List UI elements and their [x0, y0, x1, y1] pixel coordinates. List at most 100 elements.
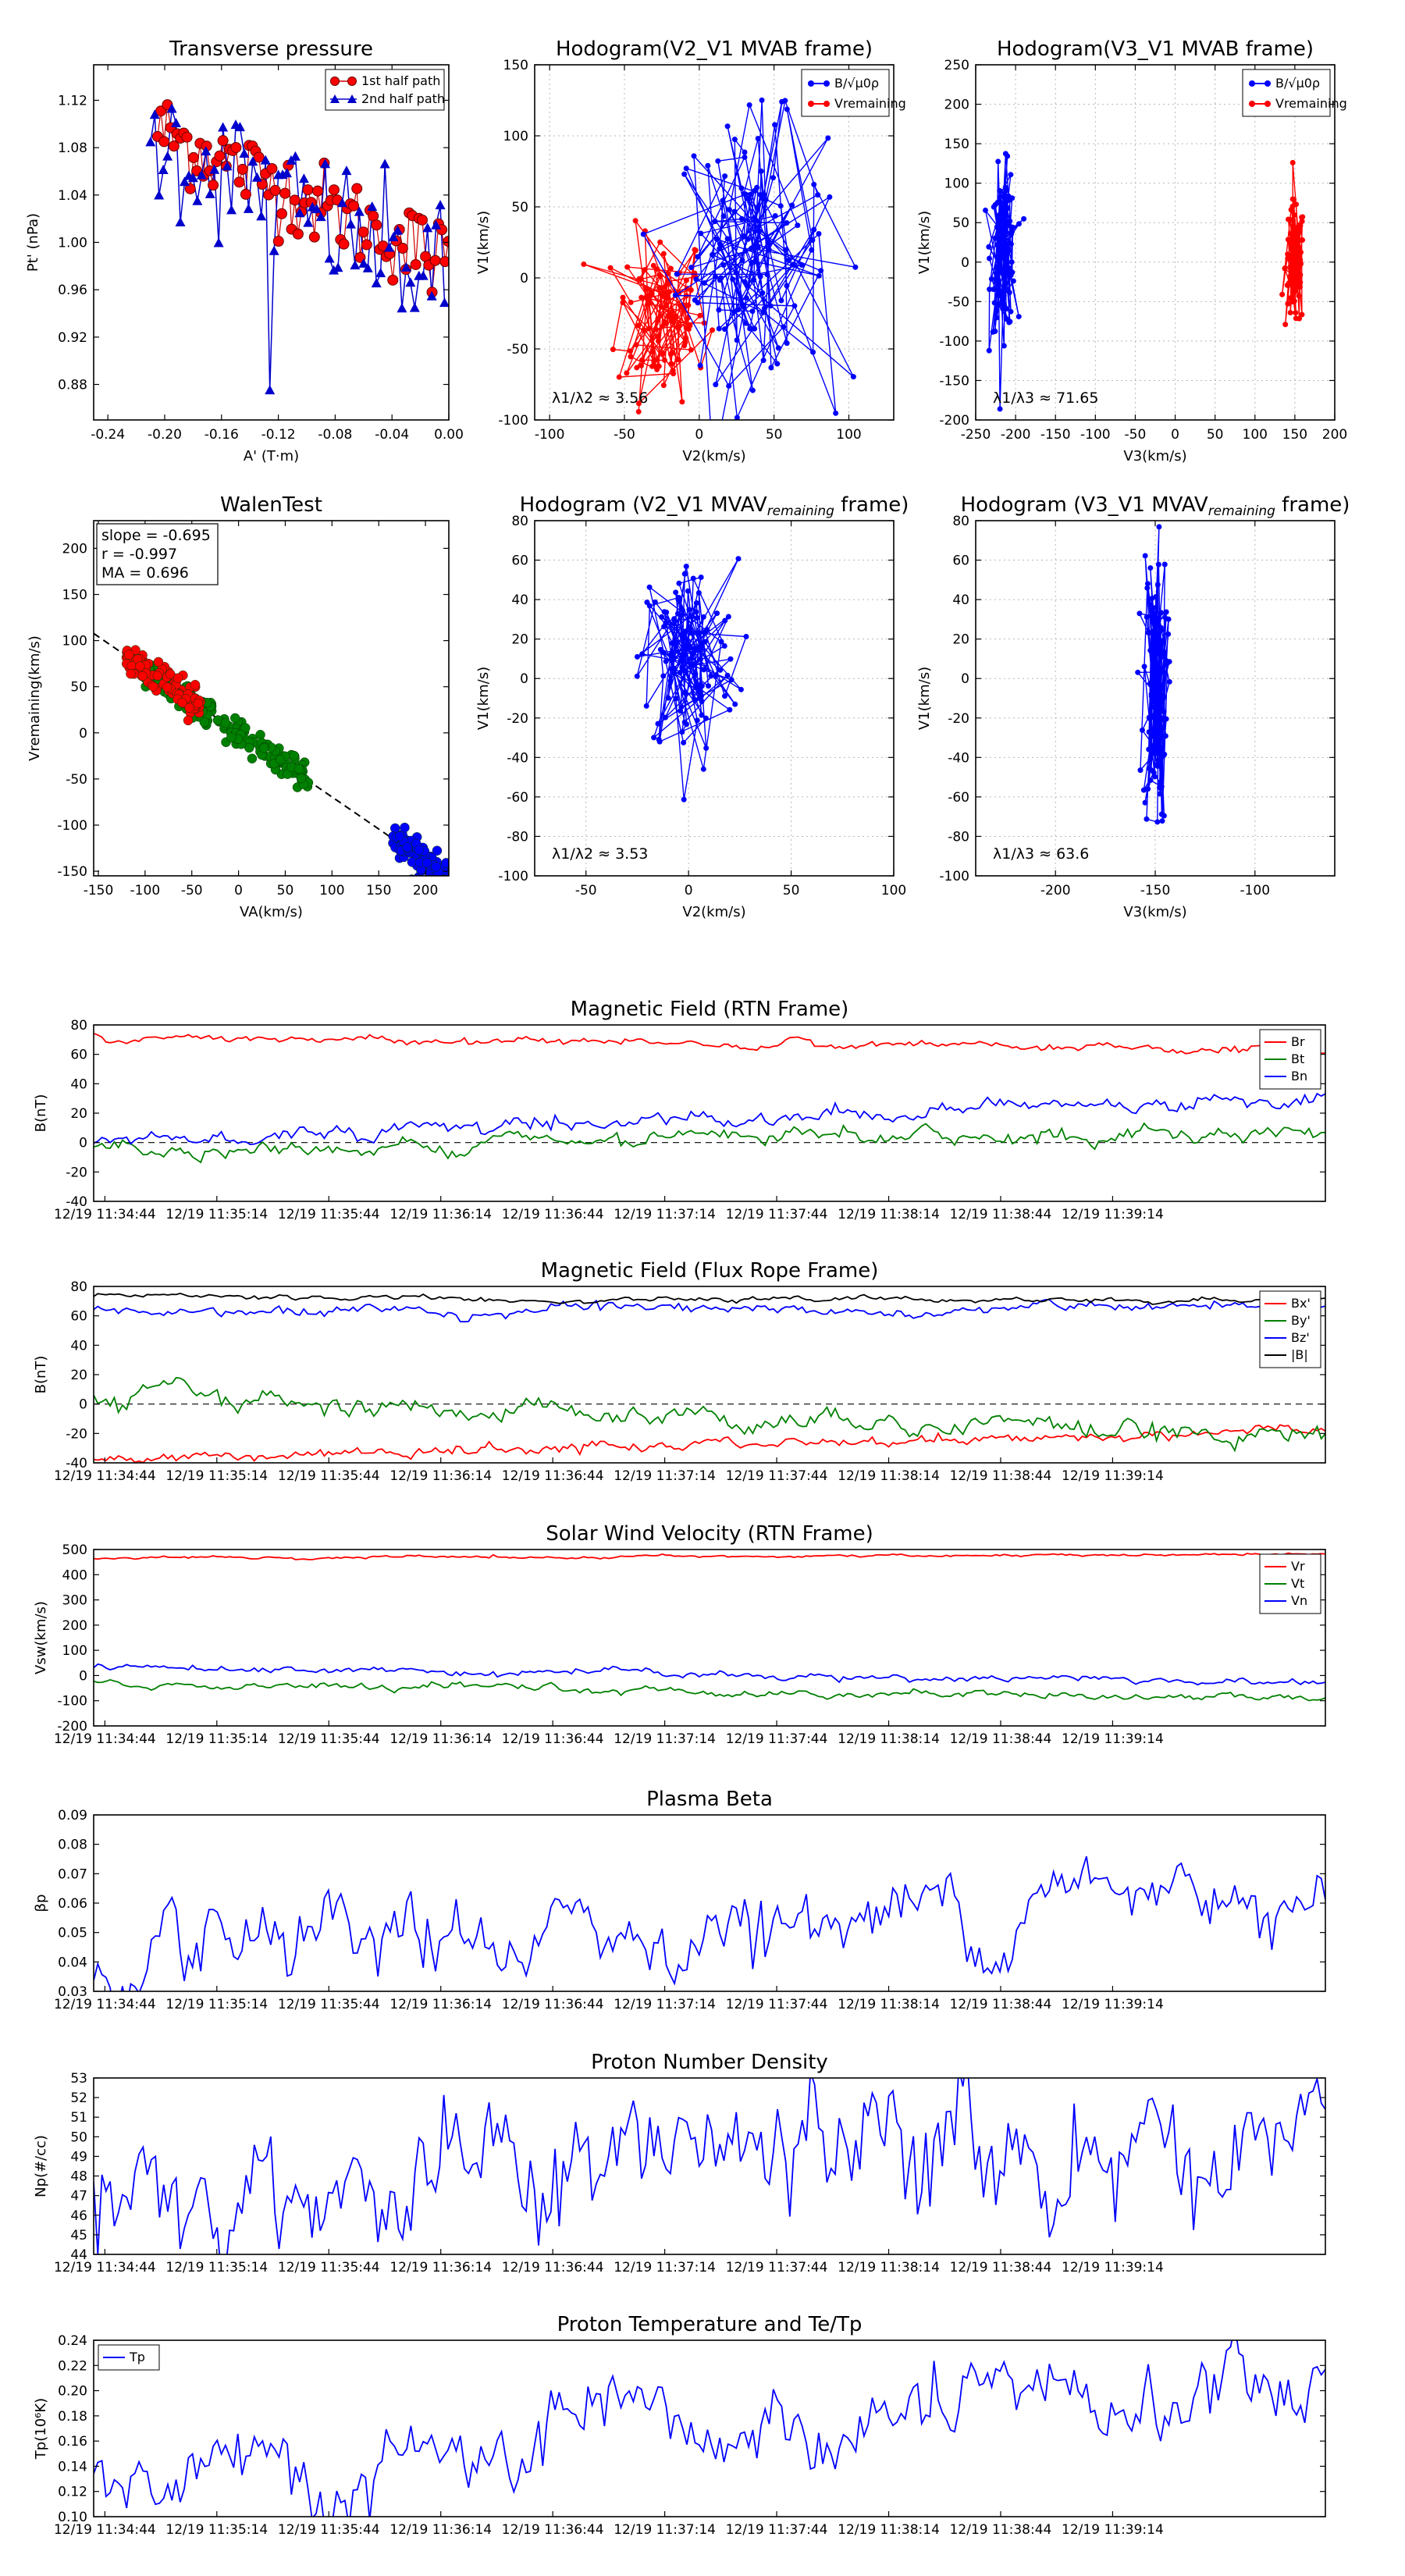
- y-tick-label: 52: [70, 2090, 87, 2106]
- hodogram-point: [763, 197, 769, 203]
- y-tick-label: 0: [520, 271, 528, 286]
- y-axis-label: Vremaining(km/s): [27, 635, 43, 761]
- series-line: [94, 1092, 1325, 1146]
- hodogram-point: [718, 275, 724, 281]
- axes-frame: [975, 64, 1336, 421]
- y-tick-label: 0: [961, 255, 969, 271]
- hodogram-point: [1159, 818, 1165, 824]
- hodogram-point: [679, 607, 685, 614]
- hodogram-point: [772, 122, 778, 128]
- y-tick-label: 49: [70, 2149, 87, 2165]
- walen-blue-point: [438, 881, 447, 890]
- hodogram-point: [743, 295, 749, 301]
- hodogram-mvab-v3v1-panel: Hodogram(V3_V1 MVAB frame) -200 -150 -100 -5…: [916, 37, 1347, 464]
- hodogram-point: [850, 374, 856, 380]
- x-tick-label: -150: [1140, 883, 1171, 898]
- y-tick-label: 0.20: [58, 2384, 87, 2400]
- hodogram-point: [1150, 676, 1156, 682]
- hodogram-point: [738, 185, 745, 191]
- first-half-point: [308, 231, 320, 243]
- y-tick-label: 0.14: [58, 2459, 87, 2475]
- hodogram-point: [679, 729, 685, 735]
- y-tick-label: 60: [511, 553, 528, 569]
- walen-green-point: [258, 743, 269, 753]
- x-tick-label: -50: [614, 427, 635, 443]
- y-axis-label: V1(km/s): [916, 667, 933, 730]
- hodogram-point: [994, 315, 1000, 321]
- hodogram-point: [726, 382, 732, 389]
- hodogram-point: [1145, 786, 1151, 792]
- hodogram-point: [698, 574, 704, 580]
- hodogram-point: [998, 208, 1005, 214]
- first-half-point: [230, 141, 242, 153]
- y-tick-label: 250: [944, 58, 969, 73]
- y-tick-label: -150: [939, 373, 969, 389]
- first-half-point: [368, 210, 379, 222]
- y-tick-label: 53: [70, 2071, 87, 2087]
- hodogram-point: [997, 262, 1003, 269]
- second-half-point: [350, 260, 361, 270]
- hodogram-point: [1153, 708, 1159, 714]
- hodogram-point: [998, 194, 1004, 200]
- hodogram-point: [1288, 207, 1294, 213]
- time-tick-label: 12/19 11:36:44: [502, 2260, 604, 2275]
- hodogram-point: [701, 667, 707, 673]
- hodogram-point: [1285, 216, 1291, 222]
- walen-blue-point: [442, 880, 451, 889]
- hodogram-point: [731, 308, 738, 315]
- hodogram-point: [697, 656, 703, 662]
- y-tick-label: 0: [520, 671, 528, 687]
- y-tick-label: 0.92: [58, 330, 87, 346]
- hodogram-point: [681, 632, 688, 639]
- hodogram-point: [679, 667, 685, 673]
- hodogram-point: [743, 320, 749, 326]
- second-half-point: [251, 172, 262, 182]
- y-tick-label: 80: [511, 514, 528, 529]
- hodogram-point: [759, 97, 765, 103]
- hodogram-point: [1147, 680, 1153, 686]
- y-tick-label: 50: [511, 200, 528, 215]
- hodogram-point: [1146, 765, 1152, 771]
- hodogram-point: [1008, 231, 1014, 237]
- first-half-point: [256, 179, 268, 190]
- hodogram-point: [655, 316, 661, 322]
- y-tick-label: 50: [952, 215, 969, 231]
- walen-red-point: [162, 682, 173, 692]
- first-half-point: [187, 151, 199, 163]
- y-tick-label: 0.07: [58, 1866, 87, 1882]
- hodogram-point: [741, 233, 747, 240]
- walen-red-point: [126, 668, 136, 679]
- hodogram-point: [811, 226, 817, 233]
- hodogram-point: [635, 408, 642, 415]
- axes-frame: [93, 520, 450, 877]
- hodogram-point: [657, 273, 663, 279]
- hodogram-point: [627, 348, 633, 354]
- time-tick-label: 12/19 11:38:44: [950, 1207, 1052, 1222]
- hodogram-point: [683, 277, 689, 283]
- hodogram-point: [1154, 681, 1161, 687]
- y-tick-label: 50: [70, 680, 87, 696]
- hodogram-point: [710, 327, 716, 333]
- hodogram-point: [1151, 714, 1157, 720]
- hodogram-point: [738, 686, 744, 692]
- y-tick-label: -200: [57, 1719, 87, 1735]
- second-half-point: [290, 151, 301, 161]
- time-tick-label: 12/19 11:36:44: [502, 2522, 604, 2538]
- walen-red-point: [135, 661, 145, 671]
- hodogram-point: [648, 289, 654, 295]
- legend-box: [325, 69, 445, 111]
- hodogram-point: [624, 370, 630, 376]
- hodogram-point: [581, 262, 587, 268]
- hodogram-point: [675, 357, 681, 363]
- first-half-point: [168, 141, 180, 152]
- y-tick-label: -20: [948, 711, 969, 727]
- chart-title: Hodogram(V2_V1 MVAB frame): [556, 37, 873, 61]
- first-half-point: [371, 219, 382, 231]
- hodogram-point: [1158, 610, 1165, 616]
- hodogram-point: [1279, 291, 1286, 297]
- x-tick-label: -0.16: [205, 427, 239, 443]
- second-half-point: [196, 169, 207, 180]
- second-half-point: [218, 122, 229, 132]
- second-half-point: [379, 158, 390, 169]
- hodogram-point: [789, 202, 795, 208]
